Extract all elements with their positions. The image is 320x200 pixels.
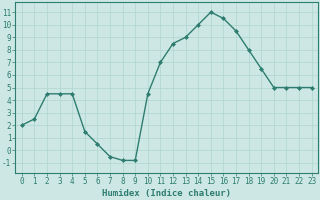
X-axis label: Humidex (Indice chaleur): Humidex (Indice chaleur): [102, 189, 231, 198]
